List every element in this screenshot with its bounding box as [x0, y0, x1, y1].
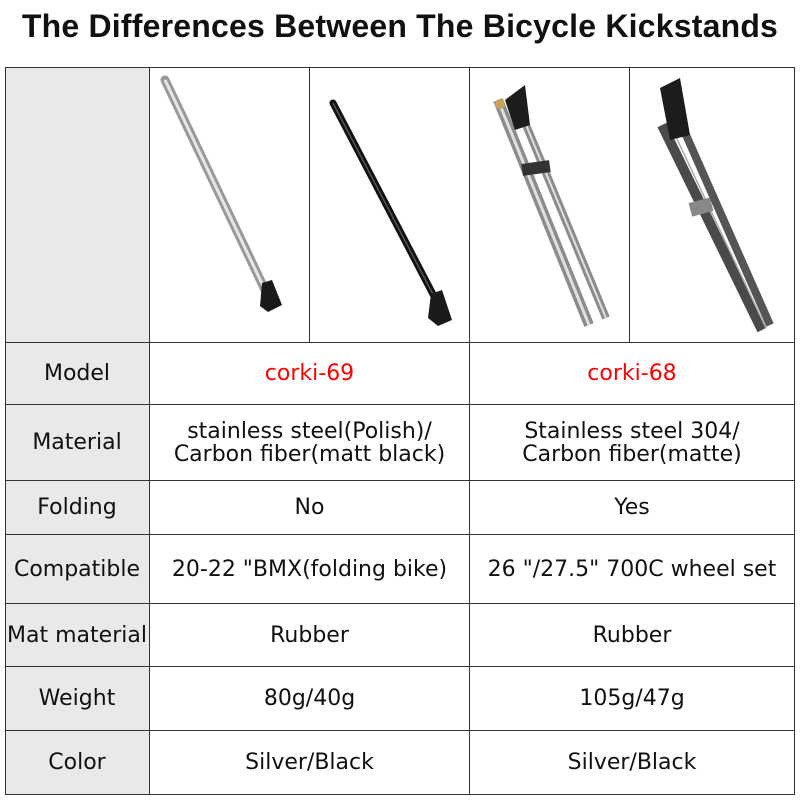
cell-corki-68: 26 "/27.5" 700C wheel set	[470, 535, 795, 604]
row-label: Color	[5, 731, 150, 795]
row-label: Model	[5, 343, 150, 405]
row-label: Weight	[5, 667, 150, 731]
header-blank-cell	[5, 67, 150, 343]
black-folding-kickstand-icon	[657, 78, 774, 333]
silver-folding-kickstand-icon	[493, 85, 610, 327]
silver-straight-kickstand-icon	[160, 75, 282, 312]
cell-corki-68: Silver/Black	[470, 731, 795, 795]
row-label: Material	[5, 405, 150, 481]
row-label: Folding	[5, 481, 150, 535]
page-title: The Differences Between The Bicycle Kick…	[21, 8, 779, 44]
product-image-black-straight	[310, 67, 470, 343]
cell-corki-68: Stainless steel 304/ Carbon fiber(matte)	[470, 405, 795, 481]
cell-corki-68: 105g/47g	[470, 667, 795, 731]
cell-corki-68: Yes	[470, 481, 795, 535]
cell-corki-68: Rubber	[470, 604, 795, 667]
black-straight-kickstand-icon	[329, 99, 452, 326]
cell-corki-69: stainless steel(Polish)/ Carbon fiber(ma…	[150, 405, 470, 481]
cell-corki-69: 80g/40g	[150, 667, 470, 731]
cell-corki-69: 20-22 "BMX(folding bike)	[150, 535, 470, 604]
row-label: Mat material	[5, 604, 150, 667]
row-label: Compatible	[5, 535, 150, 604]
cell-corki-69: No	[150, 481, 470, 535]
product-image-silver-folding	[470, 67, 630, 343]
product-image-silver-straight	[150, 67, 310, 343]
cell-corki-69: Rubber	[150, 604, 470, 667]
cell-corki-69: corki-69	[150, 343, 470, 405]
cell-corki-68: corki-68	[470, 343, 795, 405]
cell-corki-69: Silver/Black	[150, 731, 470, 795]
